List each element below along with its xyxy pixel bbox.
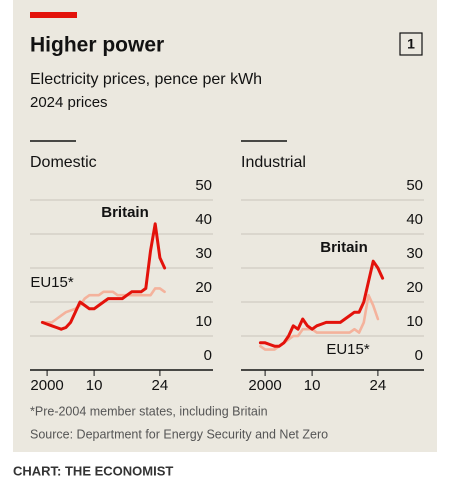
series-line (258, 259, 385, 348)
panel-background (13, 0, 437, 452)
series-label: Britain (320, 239, 368, 256)
series-label: EU15* (326, 341, 370, 358)
subtitle-2: 2024 prices (30, 94, 108, 111)
x-tick-label: 24 (370, 377, 387, 394)
y-tick-label: 40 (195, 211, 212, 228)
y-tick-label: 40 (406, 211, 423, 228)
x-tick-label: 2000 (248, 377, 281, 394)
x-tick-label: 10 (86, 377, 103, 394)
y-tick-label: 20 (195, 279, 212, 296)
panel-title: Industrial (241, 154, 306, 171)
y-tick-label: 50 (406, 177, 423, 194)
red-tag (30, 12, 77, 18)
title: Higher power (30, 34, 164, 57)
y-tick-label: 20 (406, 279, 423, 296)
subtitle: Electricity prices, pence per kWh (30, 71, 262, 88)
series-line (41, 287, 166, 324)
y-tick-label: 10 (406, 313, 423, 330)
y-tick-label: 0 (204, 347, 212, 364)
series-line (40, 222, 167, 331)
x-tick-label: 24 (152, 377, 169, 394)
panel-title: Domestic (30, 154, 97, 171)
source: Source: Department for Energy Security a… (30, 427, 328, 441)
credit: CHART: THE ECONOMIST (13, 463, 173, 478)
series-label: EU15* (30, 274, 74, 291)
x-tick-label: 10 (304, 377, 321, 394)
x-tick-label: 2000 (30, 377, 63, 394)
y-tick-label: 0 (415, 347, 423, 364)
y-tick-label: 30 (406, 245, 423, 262)
y-tick-label: 30 (195, 245, 212, 262)
footnote: *Pre-2004 member states, including Brita… (30, 404, 268, 418)
badge: 1 (407, 36, 415, 52)
y-tick-label: 10 (195, 313, 212, 330)
y-tick-label: 50 (195, 177, 212, 194)
badge-box (399, 32, 423, 56)
series-label: Britain (101, 204, 149, 221)
